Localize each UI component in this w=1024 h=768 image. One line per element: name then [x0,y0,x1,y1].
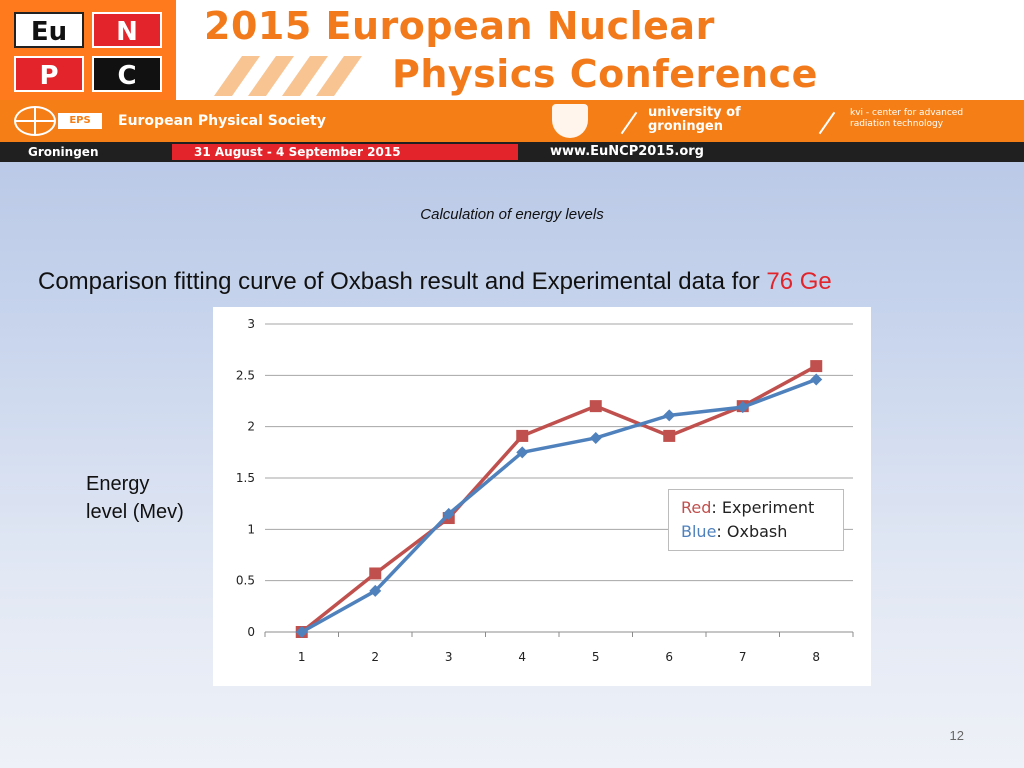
university-line1: university of [648,105,741,120]
energy-level-chart: 0 0.5 1 1.5 2 2.5 3 1 2 3 4 5 6 7 8 Red: Experiment Bl… [213,307,871,686]
x-tick-label: 4 [518,650,526,664]
university-name: university of groningen [648,106,741,134]
conference-title-line2: Physics Conference [392,52,818,96]
y-tick-label: 2.5 [236,368,255,382]
legend-text-experiment: : Experiment [711,498,815,517]
website-link[interactable]: www.EuNCP2015.org [522,144,1020,160]
conference-title-line1: 2015 European Nuclear [204,4,715,48]
y-tick-label: 3 [247,317,255,331]
legend-key-blue: Blue [681,522,717,541]
x-tick-label: 2 [371,650,379,664]
series-line-oxbash [300,377,817,634]
chart-plot-area: 0 0.5 1 1.5 2 2.5 3 1 2 3 4 5 6 7 8 [236,317,854,664]
x-tick-label: 1 [298,650,306,664]
x-tick-label: 7 [739,650,747,664]
x-tick-label: 8 [812,650,820,664]
legend-entry-experiment: Red: Experiment [681,498,814,517]
y-tick-label: 0.5 [236,574,255,588]
data-point-experiment [810,360,823,373]
divider-slash [620,111,638,135]
heading-isotope: 76 Ge [766,268,832,295]
y-tick-label: 0 [247,625,255,639]
y-tick-label: 1.5 [236,471,255,485]
data-point-experiment [663,429,676,442]
legend-text-oxbash: : Oxbash [716,522,788,541]
x-tick-label: 3 [445,650,453,664]
data-point-oxbash [442,507,455,520]
legend-entry-oxbash: Blue: Oxbash [681,522,787,541]
banner-title-area: 2015 European Nuclear Physics Conference [176,0,1024,100]
data-point-experiment [589,400,602,413]
y-tick-label: 2 [247,420,255,434]
university-crest-icon [552,104,588,138]
page-number: 12 [949,728,964,743]
data-point-oxbash [369,584,382,597]
legend-key-red: Red [681,498,712,517]
logo-tile-n: N [92,12,162,48]
kvi-name: kvi - center for advanced radiation tech… [850,108,963,130]
y-axis-label-line1: Energy [86,473,150,495]
society-name: European Physical Society [118,113,326,129]
kvi-line1: kvi - center for advanced [850,108,964,118]
eps-badge: EPS [58,113,102,129]
chart-legend: Red: Experiment Blue: Oxbash [668,489,844,551]
data-point-oxbash [663,409,676,422]
data-point-oxbash [810,373,823,386]
x-tick-label: 5 [592,650,600,664]
kvi-line2: radiation technology [850,119,944,129]
logo-tile-c: C [92,56,162,92]
data-point-experiment [369,567,382,580]
data-point-oxbash [295,626,308,638]
y-axis-label: Energy level (Mev) [86,470,216,526]
y-tick-label: 1 [247,522,255,536]
dates-label: 31 August - 4 September 2015 [172,144,518,160]
slide-subtitle: Calculation of energy levels [420,206,604,223]
euncp-logo: Eu N P C [0,0,176,100]
data-point-experiment [516,429,529,442]
series-line-experiment [300,364,818,634]
data-point-oxbash [516,446,529,459]
slide-heading: Comparison fitting curve of Oxbash resul… [38,268,832,296]
logo-tile-eu: Eu [14,12,84,48]
conference-banner: Eu N P C 2015 European Nuclear Physics C… [0,0,1024,162]
university-line2: groningen [648,119,723,134]
y-axis-label-line2: level (Mev) [86,501,184,523]
divider-slash [818,111,836,135]
x-tick-label: 6 [665,650,673,664]
sponsor-band: EPS European Physical Society university… [0,100,1024,142]
location-label: Groningen [2,144,168,160]
heading-text: Comparison fitting curve of Oxbash resul… [38,268,767,295]
data-point-oxbash [736,401,749,414]
globe-icon [14,106,56,136]
data-point-oxbash [589,431,602,444]
logo-tile-p: P [14,56,84,92]
